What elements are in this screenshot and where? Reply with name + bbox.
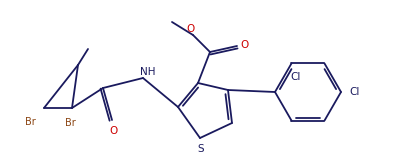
Text: O: O (240, 40, 249, 50)
Text: O: O (110, 126, 118, 136)
Text: Cl: Cl (290, 72, 300, 82)
Text: Br: Br (25, 117, 35, 127)
Text: Cl: Cl (349, 87, 360, 97)
Text: NH: NH (140, 67, 155, 77)
Text: O: O (187, 24, 195, 34)
Text: S: S (197, 144, 204, 154)
Text: Br: Br (65, 118, 75, 128)
